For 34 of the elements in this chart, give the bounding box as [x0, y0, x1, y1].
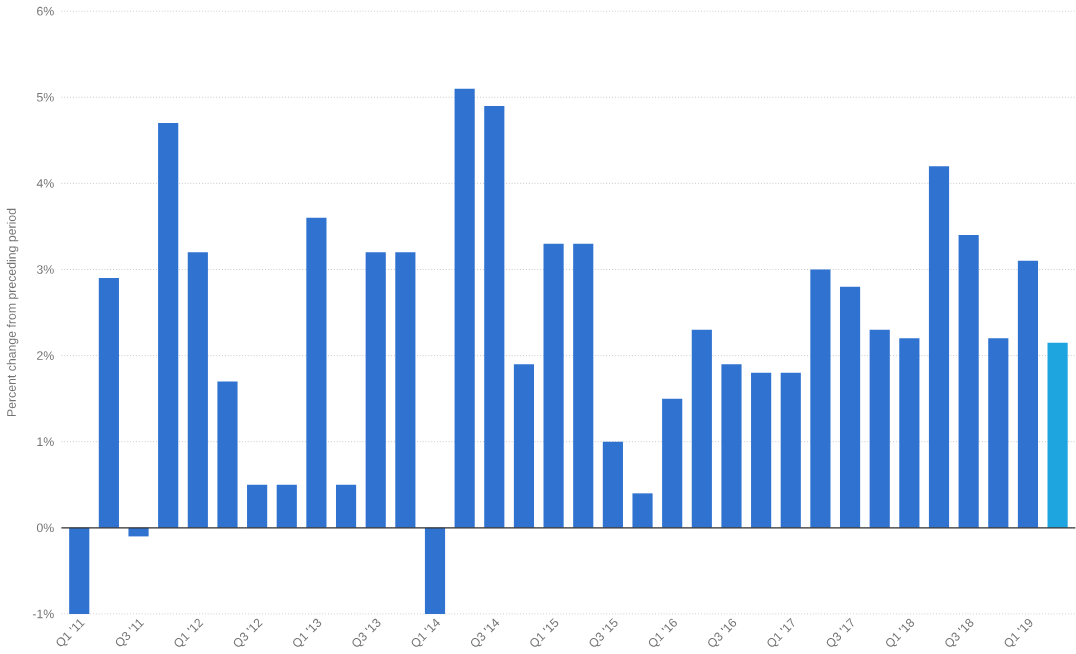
bar: [365, 252, 386, 529]
bar: [247, 485, 268, 529]
bar: [810, 269, 831, 529]
bar: [424, 528, 446, 615]
bar: [573, 243, 594, 529]
bar: [98, 278, 119, 529]
bar: [217, 381, 238, 529]
bar: [187, 252, 208, 529]
bar: [1017, 261, 1039, 529]
bar: [158, 123, 179, 529]
bar: [306, 218, 327, 529]
bar: [958, 235, 979, 529]
bar: [869, 330, 890, 529]
bar: [395, 252, 416, 529]
bar: [988, 338, 1009, 529]
bar: [780, 373, 801, 529]
bar: [751, 373, 772, 529]
bar: [721, 364, 742, 529]
bar: [69, 528, 90, 615]
bar: [602, 442, 623, 529]
bar: [632, 493, 653, 529]
bar: [335, 485, 357, 529]
bar: [899, 338, 920, 529]
bar: [543, 243, 564, 529]
bar: [662, 398, 683, 529]
bar: [484, 106, 505, 529]
bar: [128, 528, 149, 537]
bar: [276, 485, 297, 529]
bar: [928, 166, 950, 529]
bar: [691, 330, 712, 529]
bar: [454, 89, 475, 529]
bar: [513, 364, 535, 529]
bar: [1047, 343, 1068, 529]
bar: [839, 287, 861, 529]
